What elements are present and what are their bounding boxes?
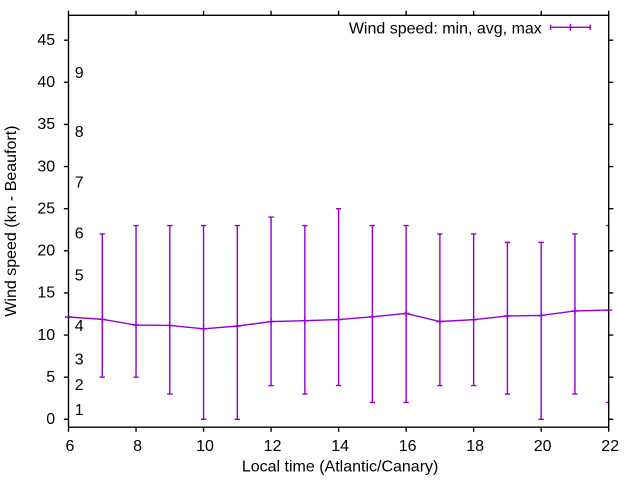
svg-text:3: 3 (75, 352, 84, 369)
svg-text:16: 16 (399, 438, 417, 455)
svg-text:30: 30 (37, 158, 55, 175)
svg-text:35: 35 (37, 116, 55, 133)
svg-text:8: 8 (75, 124, 84, 141)
svg-text:1: 1 (75, 402, 84, 419)
svg-text:20: 20 (534, 438, 552, 455)
svg-text:14: 14 (331, 438, 349, 455)
svg-text:20: 20 (37, 243, 55, 260)
svg-text:15: 15 (37, 285, 55, 302)
svg-text:10: 10 (37, 327, 55, 344)
svg-text:22: 22 (601, 438, 619, 455)
svg-text:5: 5 (46, 369, 55, 386)
svg-text:25: 25 (37, 200, 55, 217)
svg-text:7: 7 (75, 175, 84, 192)
svg-text:Wind speed (kn - Beaufort): Wind speed (kn - Beaufort) (3, 125, 20, 316)
svg-text:4: 4 (75, 318, 84, 335)
svg-text:8: 8 (133, 438, 142, 455)
svg-text:45: 45 (37, 32, 55, 49)
svg-text:0: 0 (46, 411, 55, 428)
svg-text:5: 5 (75, 267, 84, 284)
svg-text:6: 6 (66, 438, 75, 455)
svg-text:Wind speed: min, avg, max: Wind speed: min, avg, max (349, 21, 542, 38)
svg-text:9: 9 (75, 65, 84, 82)
svg-text:6: 6 (75, 225, 84, 242)
svg-text:2: 2 (75, 377, 84, 394)
svg-text:18: 18 (466, 438, 484, 455)
svg-text:Local time (Atlantic/Canary): Local time (Atlantic/Canary) (242, 458, 439, 475)
svg-text:10: 10 (196, 438, 214, 455)
svg-text:40: 40 (37, 74, 55, 91)
svg-text:12: 12 (264, 438, 282, 455)
